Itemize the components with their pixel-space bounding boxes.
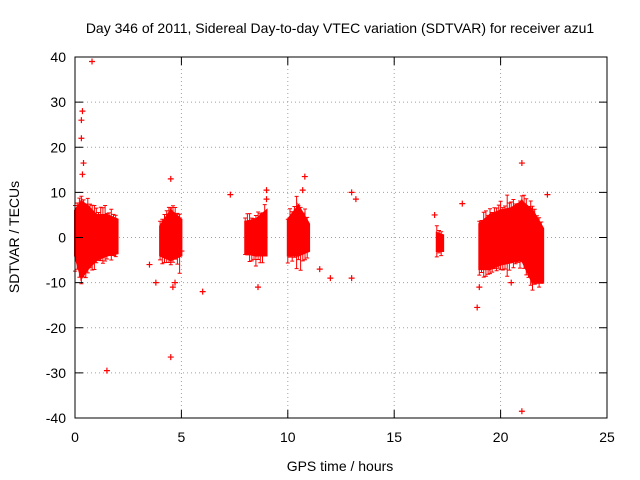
data-point [263,196,270,203]
data-point [459,200,466,207]
band-segment [168,205,183,274]
band-segment [94,205,108,264]
axis-ticks: 0 5 10 15 20 25 -40 -30 -20 -10 0 10 20 30 40 [46,49,615,445]
y-tick-label: -40 [46,410,66,426]
data-point [474,304,481,311]
outlier-points [78,58,551,415]
data-point [263,187,270,194]
data-point [146,261,153,268]
data-point [78,117,85,124]
data-point [299,187,306,194]
data-point [79,108,86,115]
data-point [167,354,174,361]
y-axis-label: SDTVAR / TECUs [6,181,22,293]
data-point [167,175,174,182]
x-tick-label: 0 [71,429,79,445]
x-tick-label: 10 [280,429,296,445]
band-segment [79,195,89,285]
band-marks [79,195,88,285]
band-fill [435,231,445,253]
data-point [352,196,359,203]
data-point [431,211,438,218]
band-segment [73,197,83,279]
plot-frame [74,56,608,419]
band-marks [296,205,310,271]
data-point [327,275,334,282]
band-marks [253,204,267,267]
y-tick-label: 40 [50,49,66,65]
data-point [169,284,176,291]
band-segment [498,194,513,277]
band-segment [85,197,98,274]
y-tick-label: 10 [50,184,66,200]
x-tick-label: 25 [599,429,615,445]
data-point [508,279,515,286]
band-segment [477,210,491,278]
band-marks [488,204,501,275]
band-segment [243,213,257,262]
band-segment [519,194,534,286]
band-marks [509,199,522,269]
band-segment [104,208,119,261]
data-point [348,275,355,282]
band-marks [434,225,444,258]
band-segment [253,204,268,267]
x-tick-label: 15 [386,429,402,445]
y-tick-label: -20 [46,320,66,336]
data-point [518,408,525,415]
band-segment [488,204,502,275]
data-point [301,173,308,180]
band-marks [519,194,533,286]
data-band [73,194,545,291]
band-marks [94,205,108,264]
band-segment [285,195,300,270]
data-point [89,58,96,65]
band-marks [530,205,544,291]
y-tick-label: -10 [46,275,66,291]
x-tick-label: 20 [493,429,509,445]
x-axis-label: GPS time / hours [287,458,394,474]
data-point [227,191,234,198]
x-tick-label: 5 [178,429,186,445]
y-tick-label: -30 [46,365,66,381]
data-point [544,191,551,198]
band-marks [477,210,491,278]
data-point [80,160,87,167]
y-tick-label: 20 [50,139,66,155]
data-point [316,266,323,273]
band-marks [85,197,97,274]
band-segment [158,206,172,265]
band-segment [530,205,545,291]
band-segment [434,225,445,258]
band-marks [104,208,118,261]
data-point [78,135,85,142]
band-segment [509,199,523,269]
y-tick-label: 0 [58,230,66,246]
band-marks [285,195,299,270]
y-tick-label: 30 [50,94,66,110]
data-point [255,284,262,291]
data-point [152,279,159,286]
data-point [172,279,179,286]
band-marks [158,206,171,265]
band-segment [296,202,311,271]
data-point [103,367,110,374]
data-point [518,160,525,167]
data-point [476,284,483,291]
data-point [480,248,487,255]
data-point [348,189,355,196]
chart-title: Day 346 of 2011, Sidereal Day-to-day VTE… [86,20,595,36]
band-marks [498,194,512,277]
band-marks [168,205,182,274]
data-point [199,288,206,295]
data-point [178,248,185,255]
data-point [79,171,86,178]
band-marks [243,213,256,262]
